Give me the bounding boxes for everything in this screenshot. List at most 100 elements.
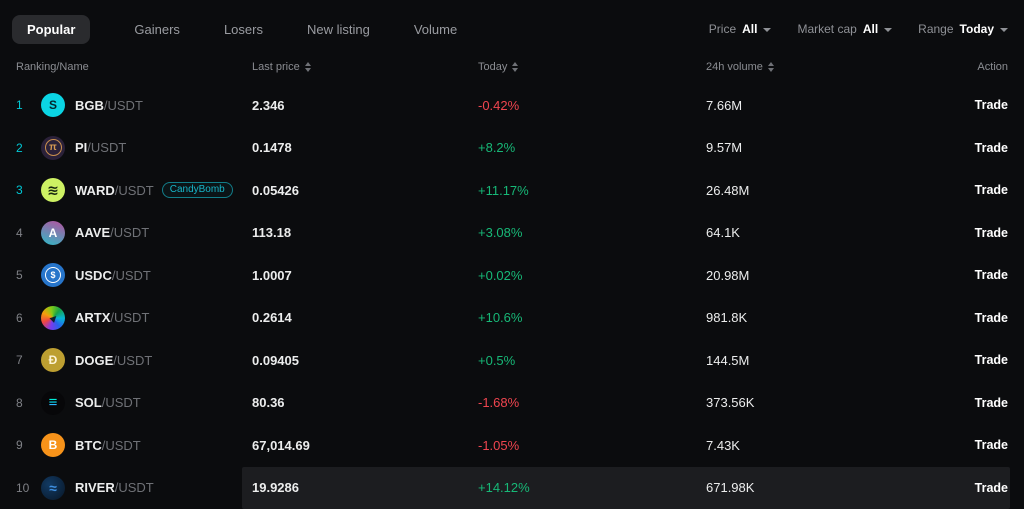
24h-volume: 64.1K (706, 225, 946, 240)
river-icon-glyph: ≈ (49, 481, 57, 495)
sort-icon[interactable] (305, 62, 311, 72)
coin-cell-btc[interactable]: 9 B BTC/USDT (16, 433, 252, 457)
sort-icon[interactable] (512, 62, 518, 72)
sort-down-arrow (305, 68, 311, 72)
coin-cell-doge[interactable]: 7 Ð DOGE/USDT (16, 348, 252, 372)
coin-quote-symbol: /USDT (112, 268, 151, 283)
last-price: 113.18 (252, 225, 478, 240)
top-bar: Popular Gainers Losers New listing Volum… (0, 0, 1024, 52)
table-row[interactable]: 9 B BTC/USDT 67,014.69 -1.05% 7.43K Trad… (0, 424, 1024, 467)
today-change: +0.5% (478, 353, 706, 368)
coin-quote-symbol: /USDT (87, 140, 126, 155)
sol-icon: ≡ (41, 391, 65, 415)
table-row[interactable]: 4 A AAVE/USDT 113.18 +3.08% 64.1K Trade (0, 212, 1024, 255)
artx-icon-glyph: ▸ (46, 311, 60, 325)
sort-icon[interactable] (768, 62, 774, 72)
trade-link[interactable]: Trade (946, 481, 1008, 495)
header-action-label: Action (977, 61, 1008, 73)
range-filter-label: Range (918, 22, 953, 36)
table-row[interactable]: 5 $ USDC/USDT 1.0007 +0.02% 20.98M Trade (0, 254, 1024, 297)
tab-popular[interactable]: Popular (12, 15, 90, 44)
trade-link[interactable]: Trade (946, 226, 1008, 240)
coin-quote-symbol: /USDT (102, 438, 141, 453)
aave-icon: A (41, 221, 65, 245)
coin-base-symbol: BTC (75, 438, 102, 453)
market-table: 1 S BGB/USDT 2.346 -0.42% 7.66M Trade 2 … (0, 84, 1024, 509)
last-price: 0.2614 (252, 310, 478, 325)
last-price: 19.9286 (252, 480, 478, 495)
candybomb-badge[interactable]: CandyBomb (162, 182, 233, 198)
table-row[interactable]: 3 ≋ WARD/USDT CandyBomb 0.05426 +11.17% … (0, 169, 1024, 212)
price-filter-value: All (742, 22, 757, 36)
doge-icon: Ð (41, 348, 65, 372)
24h-volume: 26.48M (706, 183, 946, 198)
today-change: +14.12% (478, 480, 706, 495)
coin-cell-ward[interactable]: 3 ≋ WARD/USDT CandyBomb (16, 178, 252, 202)
coin-cell-aave[interactable]: 4 A AAVE/USDT (16, 221, 252, 245)
header-last-price-label: Last price (252, 61, 300, 73)
sort-up-arrow (768, 62, 774, 66)
market-cap-filter-label: Market cap (797, 22, 856, 36)
range-filter-dropdown[interactable]: Range Today (918, 22, 1008, 36)
trade-link[interactable]: Trade (946, 396, 1008, 410)
today-change: +10.6% (478, 310, 706, 325)
price-filter-dropdown[interactable]: Price All (709, 22, 772, 36)
tab-losers[interactable]: Losers (224, 15, 263, 44)
coin-cell-bgb[interactable]: 1 S BGB/USDT (16, 93, 252, 117)
coin-quote-symbol: /USDT (113, 353, 152, 368)
last-price: 0.1478 (252, 140, 478, 155)
table-row[interactable]: 10 ≈ RIVER/USDT 19.9286 +14.12% 671.98K … (0, 467, 1024, 509)
today-change: -1.05% (478, 438, 706, 453)
header-24h-volume-label: 24h volume (706, 61, 763, 73)
header-ranking-name: Ranking/Name (16, 61, 252, 73)
24h-volume: 7.43K (706, 438, 946, 453)
trade-link[interactable]: Trade (946, 438, 1008, 452)
header-today[interactable]: Today (478, 61, 706, 73)
today-change: -0.42% (478, 98, 706, 113)
coin-cell-pi[interactable]: 2 π PI/USDT (16, 136, 252, 160)
coin-base-symbol: AAVE (75, 225, 110, 240)
ward-icon-glyph: ≋ (47, 183, 59, 197)
coin-cell-artx[interactable]: 6 ▸ ARTX/USDT (16, 306, 252, 330)
tab-new-listing[interactable]: New listing (307, 15, 370, 44)
coin-quote-symbol: /USDT (104, 98, 143, 113)
table-row[interactable]: 7 Ð DOGE/USDT 0.09405 +0.5% 144.5M Trade (0, 339, 1024, 382)
24h-volume: 671.98K (706, 480, 946, 495)
sort-up-arrow (512, 62, 518, 66)
trade-link[interactable]: Trade (946, 268, 1008, 282)
last-price: 2.346 (252, 98, 478, 113)
trade-link[interactable]: Trade (946, 183, 1008, 197)
coin-base-symbol: WARD (75, 183, 115, 198)
market-cap-filter-dropdown[interactable]: Market cap All (797, 22, 892, 36)
chevron-down-icon (884, 28, 892, 32)
24h-volume: 373.56K (706, 395, 946, 410)
tab-gainers[interactable]: Gainers (134, 15, 180, 44)
coin-cell-usdc[interactable]: 5 $ USDC/USDT (16, 263, 252, 287)
tab-volume[interactable]: Volume (414, 15, 457, 44)
header-last-price[interactable]: Last price (252, 61, 478, 73)
coin-cell-sol[interactable]: 8 ≡ SOL/USDT (16, 391, 252, 415)
bgb-icon: S (41, 93, 65, 117)
table-row[interactable]: 8 ≡ SOL/USDT 80.36 -1.68% 373.56K Trade (0, 382, 1024, 425)
header-ranking-name-label: Ranking/Name (16, 61, 89, 73)
pi-icon-glyph: π (45, 139, 62, 156)
last-price: 0.05426 (252, 183, 478, 198)
trade-link[interactable]: Trade (946, 353, 1008, 367)
trade-link[interactable]: Trade (946, 311, 1008, 325)
coin-cell-river[interactable]: 10 ≈ RIVER/USDT (16, 476, 252, 500)
today-change: +0.02% (478, 268, 706, 283)
24h-volume: 144.5M (706, 353, 946, 368)
sol-icon-glyph: ≡ (49, 395, 58, 410)
coin-base-symbol: USDC (75, 268, 112, 283)
rank-number: 7 (16, 353, 31, 367)
header-24h-volume[interactable]: 24h volume (706, 61, 946, 73)
table-row[interactable]: 6 ▸ ARTX/USDT 0.2614 +10.6% 981.8K Trade (0, 297, 1024, 340)
table-row[interactable]: 1 S BGB/USDT 2.346 -0.42% 7.66M Trade (0, 84, 1024, 127)
trade-link[interactable]: Trade (946, 98, 1008, 112)
rank-number: 8 (16, 396, 31, 410)
rank-number: 4 (16, 226, 31, 240)
trade-link[interactable]: Trade (946, 141, 1008, 155)
table-row[interactable]: 2 π PI/USDT 0.1478 +8.2% 9.57M Trade (0, 127, 1024, 170)
aave-icon-glyph: A (49, 227, 58, 239)
doge-icon-glyph: Ð (49, 354, 58, 366)
